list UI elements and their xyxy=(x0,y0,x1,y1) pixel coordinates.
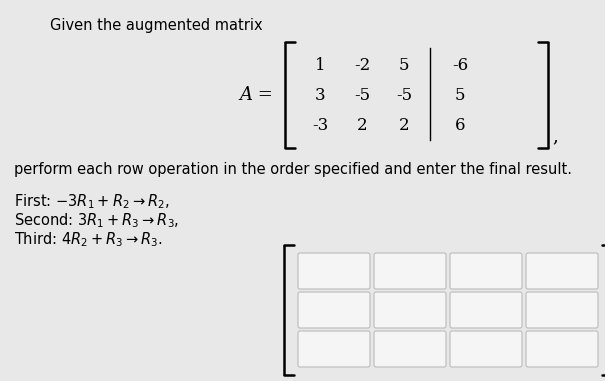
Text: Second: $3R_1 + R_3 \rightarrow R_3$,: Second: $3R_1 + R_3 \rightarrow R_3$, xyxy=(14,211,179,230)
Text: Third: $4R_2 + R_3 \rightarrow R_3$.: Third: $4R_2 + R_3 \rightarrow R_3$. xyxy=(14,230,163,249)
FancyBboxPatch shape xyxy=(450,253,522,289)
FancyBboxPatch shape xyxy=(374,331,446,367)
FancyBboxPatch shape xyxy=(526,253,598,289)
Text: A =: A = xyxy=(239,86,273,104)
Text: 6: 6 xyxy=(455,117,465,133)
Text: -6: -6 xyxy=(452,56,468,74)
Text: -5: -5 xyxy=(396,86,412,104)
Text: 2: 2 xyxy=(357,117,367,133)
Text: ,: , xyxy=(552,127,558,145)
FancyBboxPatch shape xyxy=(298,253,370,289)
FancyBboxPatch shape xyxy=(374,253,446,289)
FancyBboxPatch shape xyxy=(450,292,522,328)
Text: perform each row operation in the order specified and enter the final result.: perform each row operation in the order … xyxy=(14,162,572,177)
Text: 3: 3 xyxy=(315,86,325,104)
FancyBboxPatch shape xyxy=(298,292,370,328)
FancyBboxPatch shape xyxy=(526,331,598,367)
FancyBboxPatch shape xyxy=(374,292,446,328)
FancyBboxPatch shape xyxy=(298,331,370,367)
Text: 2: 2 xyxy=(399,117,410,133)
Text: 5: 5 xyxy=(455,86,465,104)
Text: -2: -2 xyxy=(354,56,370,74)
Text: -5: -5 xyxy=(354,86,370,104)
Text: 5: 5 xyxy=(399,56,409,74)
Text: Given the augmented matrix: Given the augmented matrix xyxy=(50,18,263,33)
Text: -3: -3 xyxy=(312,117,328,133)
Text: First: $-3R_1 + R_2 \rightarrow R_2$,: First: $-3R_1 + R_2 \rightarrow R_2$, xyxy=(14,192,169,211)
Text: 1: 1 xyxy=(315,56,325,74)
FancyBboxPatch shape xyxy=(526,292,598,328)
FancyBboxPatch shape xyxy=(450,331,522,367)
